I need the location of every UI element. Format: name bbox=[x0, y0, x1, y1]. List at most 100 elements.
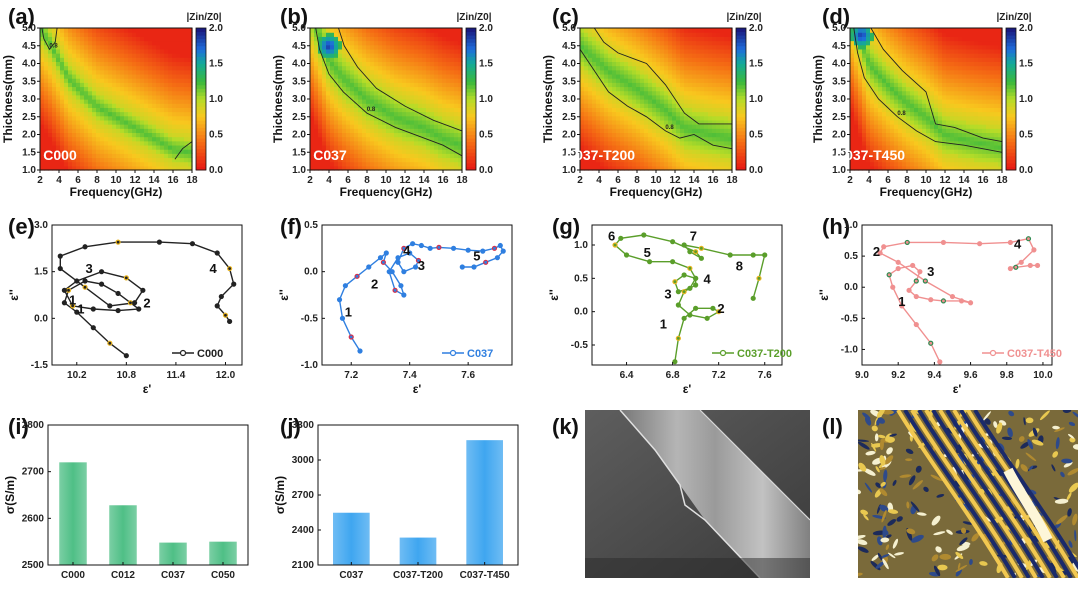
heatmap-cell bbox=[390, 65, 395, 71]
heatmap-cell bbox=[140, 107, 145, 113]
heatmap-cell bbox=[882, 57, 887, 63]
heatmap-cell bbox=[128, 90, 133, 96]
heatmap-cell bbox=[918, 144, 923, 150]
heatmap-cell bbox=[656, 40, 661, 46]
heatmap-cell bbox=[394, 65, 399, 71]
heatmap-cell bbox=[406, 65, 411, 71]
heatmap-cell bbox=[874, 82, 879, 88]
heatmap-cell bbox=[414, 94, 419, 100]
heatmap-cell bbox=[398, 111, 403, 117]
heatmap-cell bbox=[688, 78, 693, 83]
heatmap-cell bbox=[458, 48, 463, 54]
heatmap-cell bbox=[362, 128, 367, 134]
heatmap-cell bbox=[338, 48, 343, 54]
heatmap-cell bbox=[108, 40, 113, 46]
heatmap-cell bbox=[728, 86, 733, 92]
heatmap-cell bbox=[696, 40, 701, 46]
heatmap-cell bbox=[660, 140, 665, 146]
y-tick-label: 3.0 bbox=[292, 94, 306, 105]
heatmap-cell bbox=[338, 90, 343, 96]
heatmap-cell bbox=[112, 153, 117, 159]
heatmap-cell bbox=[624, 157, 629, 163]
heatmap-cell bbox=[418, 57, 423, 63]
heatmap-cell bbox=[640, 157, 645, 163]
heatmap-cell bbox=[80, 136, 85, 142]
heatmap-cell bbox=[890, 115, 895, 121]
heatmap-cell bbox=[728, 94, 733, 100]
heatmap-cell bbox=[640, 132, 645, 138]
heatmap-cell bbox=[370, 128, 375, 134]
colorbar-cell bbox=[466, 56, 476, 61]
heatmap-cell bbox=[894, 82, 899, 88]
heatmap-cell bbox=[930, 153, 935, 159]
heatmap-cell bbox=[724, 40, 729, 46]
heatmap-cell bbox=[124, 107, 129, 113]
heatmap-cell bbox=[104, 144, 109, 150]
heatmap-cell bbox=[314, 99, 319, 104]
heatmap-cell bbox=[612, 36, 617, 42]
heatmap-cell bbox=[52, 78, 57, 83]
heatmap-cell bbox=[132, 94, 137, 100]
heatmap-cell bbox=[176, 144, 181, 150]
heatmap-cell bbox=[124, 57, 129, 63]
heatmap-cell bbox=[168, 115, 173, 121]
heatmap-cell bbox=[660, 53, 665, 58]
heatmap-cell bbox=[854, 86, 859, 92]
heatmap-cell bbox=[84, 61, 89, 67]
heatmap-cell bbox=[390, 111, 395, 117]
heatmap-cell bbox=[942, 32, 947, 37]
heatmap-cell bbox=[148, 99, 153, 104]
heatmap-cell bbox=[612, 44, 617, 50]
heatmap-cell bbox=[350, 44, 355, 50]
heatmap-cell bbox=[188, 61, 193, 67]
heatmap-cell bbox=[390, 161, 395, 167]
heatmap-cell bbox=[366, 103, 371, 108]
heatmap-cell bbox=[886, 86, 891, 92]
heatmap-cell bbox=[402, 69, 407, 75]
heatmap-cell bbox=[668, 153, 673, 159]
heatmap-cell bbox=[612, 32, 617, 37]
heatmap-cell bbox=[112, 69, 117, 75]
heatmap-cell bbox=[942, 78, 947, 83]
heatmap-cell bbox=[44, 73, 49, 79]
heatmap-cell bbox=[866, 140, 871, 146]
heatmap-cell bbox=[894, 53, 899, 58]
heatmap-cell bbox=[728, 115, 733, 121]
heatmap-cell bbox=[584, 128, 589, 134]
heatmap-cell bbox=[910, 144, 915, 150]
heatmap-cell bbox=[318, 144, 323, 150]
heatmap-cell bbox=[92, 124, 97, 129]
heatmap-cell bbox=[370, 78, 375, 83]
heatmap-cell bbox=[664, 40, 669, 46]
colorbar-cell bbox=[196, 56, 206, 61]
heatmap-cell bbox=[450, 157, 455, 163]
heatmap-cell bbox=[430, 161, 435, 167]
heatmap-cell bbox=[644, 165, 649, 171]
heatmap-cell bbox=[100, 136, 105, 142]
heatmap-cell bbox=[374, 103, 379, 108]
colorbar-cell bbox=[466, 141, 476, 146]
heatmap-cell bbox=[358, 132, 363, 138]
heatmap-cell bbox=[720, 61, 725, 67]
heatmap-cell bbox=[600, 73, 605, 79]
heatmap-cell bbox=[850, 32, 855, 37]
heatmap-cell bbox=[668, 61, 673, 67]
heatmap-cell bbox=[374, 73, 379, 79]
heatmap-cell bbox=[894, 99, 899, 104]
heatmap-cell bbox=[620, 57, 625, 63]
heatmap-cell bbox=[458, 165, 463, 171]
heatmap-cell bbox=[40, 124, 45, 129]
heatmap-cell bbox=[128, 57, 133, 63]
heatmap-cell bbox=[906, 119, 911, 125]
heatmap-cell bbox=[692, 136, 697, 142]
heatmap-cell bbox=[672, 149, 677, 154]
heatmap-cell bbox=[160, 90, 165, 96]
heatmap-cell bbox=[628, 73, 633, 79]
heatmap-cell bbox=[180, 136, 185, 142]
heatmap-cell bbox=[724, 149, 729, 154]
heatmap-cell bbox=[330, 124, 335, 129]
heatmap-cell bbox=[620, 82, 625, 88]
heatmap-cell bbox=[620, 132, 625, 138]
heatmap-cell bbox=[44, 132, 49, 138]
heatmap-cell bbox=[724, 65, 729, 71]
